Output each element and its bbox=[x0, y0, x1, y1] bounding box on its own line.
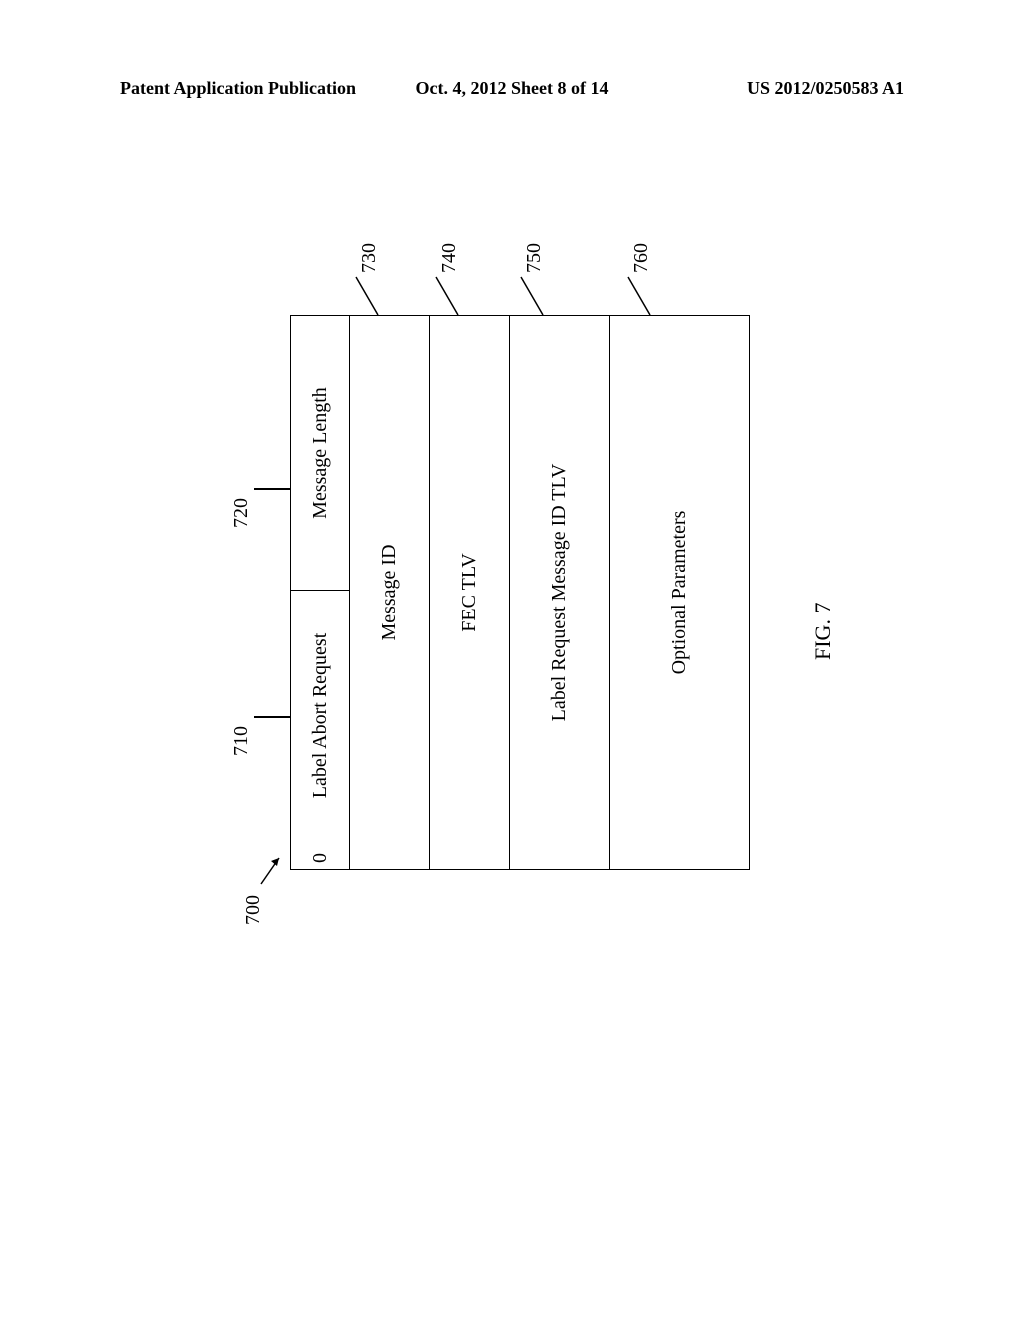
header-left: Patent Application Publication bbox=[120, 78, 356, 99]
ref-700-label: 700 bbox=[242, 895, 265, 925]
callout-710-label: 710 bbox=[230, 726, 253, 756]
callout-740-label: 740 bbox=[438, 243, 461, 273]
callout-line-icon bbox=[254, 489, 290, 491]
zero-bit-cell: 0 bbox=[290, 840, 350, 870]
callout-720-label: 720 bbox=[230, 498, 253, 528]
optional-parameters-cell: Optional Parameters bbox=[610, 315, 750, 870]
header-center: Oct. 4, 2012 Sheet 8 of 14 bbox=[416, 78, 609, 99]
callout-760-label: 760 bbox=[630, 243, 653, 273]
callout-line-icon bbox=[515, 273, 545, 315]
callout-750-label: 750 bbox=[523, 243, 546, 273]
label-request-message-id-tlv-cell: Label Request Message ID TLV bbox=[510, 315, 610, 870]
page-header: Patent Application Publication Oct. 4, 2… bbox=[0, 78, 1024, 99]
fec-tlv-cell: FEC TLV bbox=[430, 315, 510, 870]
table-row: Optional Parameters bbox=[610, 315, 750, 870]
table-row: Label Request Message ID TLV bbox=[510, 315, 610, 870]
figure-caption: FIG. 7 bbox=[810, 603, 836, 660]
table-row: 0 Label Abort Request Message Length bbox=[290, 315, 350, 870]
header-right: US 2012/0250583 A1 bbox=[747, 78, 904, 99]
message-id-cell: Message ID bbox=[350, 315, 430, 870]
table-row: Message ID bbox=[350, 315, 430, 870]
message-length-cell: Message Length bbox=[290, 315, 350, 590]
callout-line-icon bbox=[430, 273, 460, 315]
ref-700-pointer: 700 bbox=[242, 840, 282, 920]
callout-line-icon bbox=[254, 717, 290, 719]
label-abort-request-cell: Label Abort Request bbox=[290, 590, 350, 840]
callout-line-icon bbox=[622, 273, 652, 315]
callout-730-label: 730 bbox=[358, 243, 381, 273]
callout-line-icon bbox=[350, 273, 380, 315]
arrow-icon bbox=[257, 846, 287, 886]
table-row: FEC TLV bbox=[430, 315, 510, 870]
